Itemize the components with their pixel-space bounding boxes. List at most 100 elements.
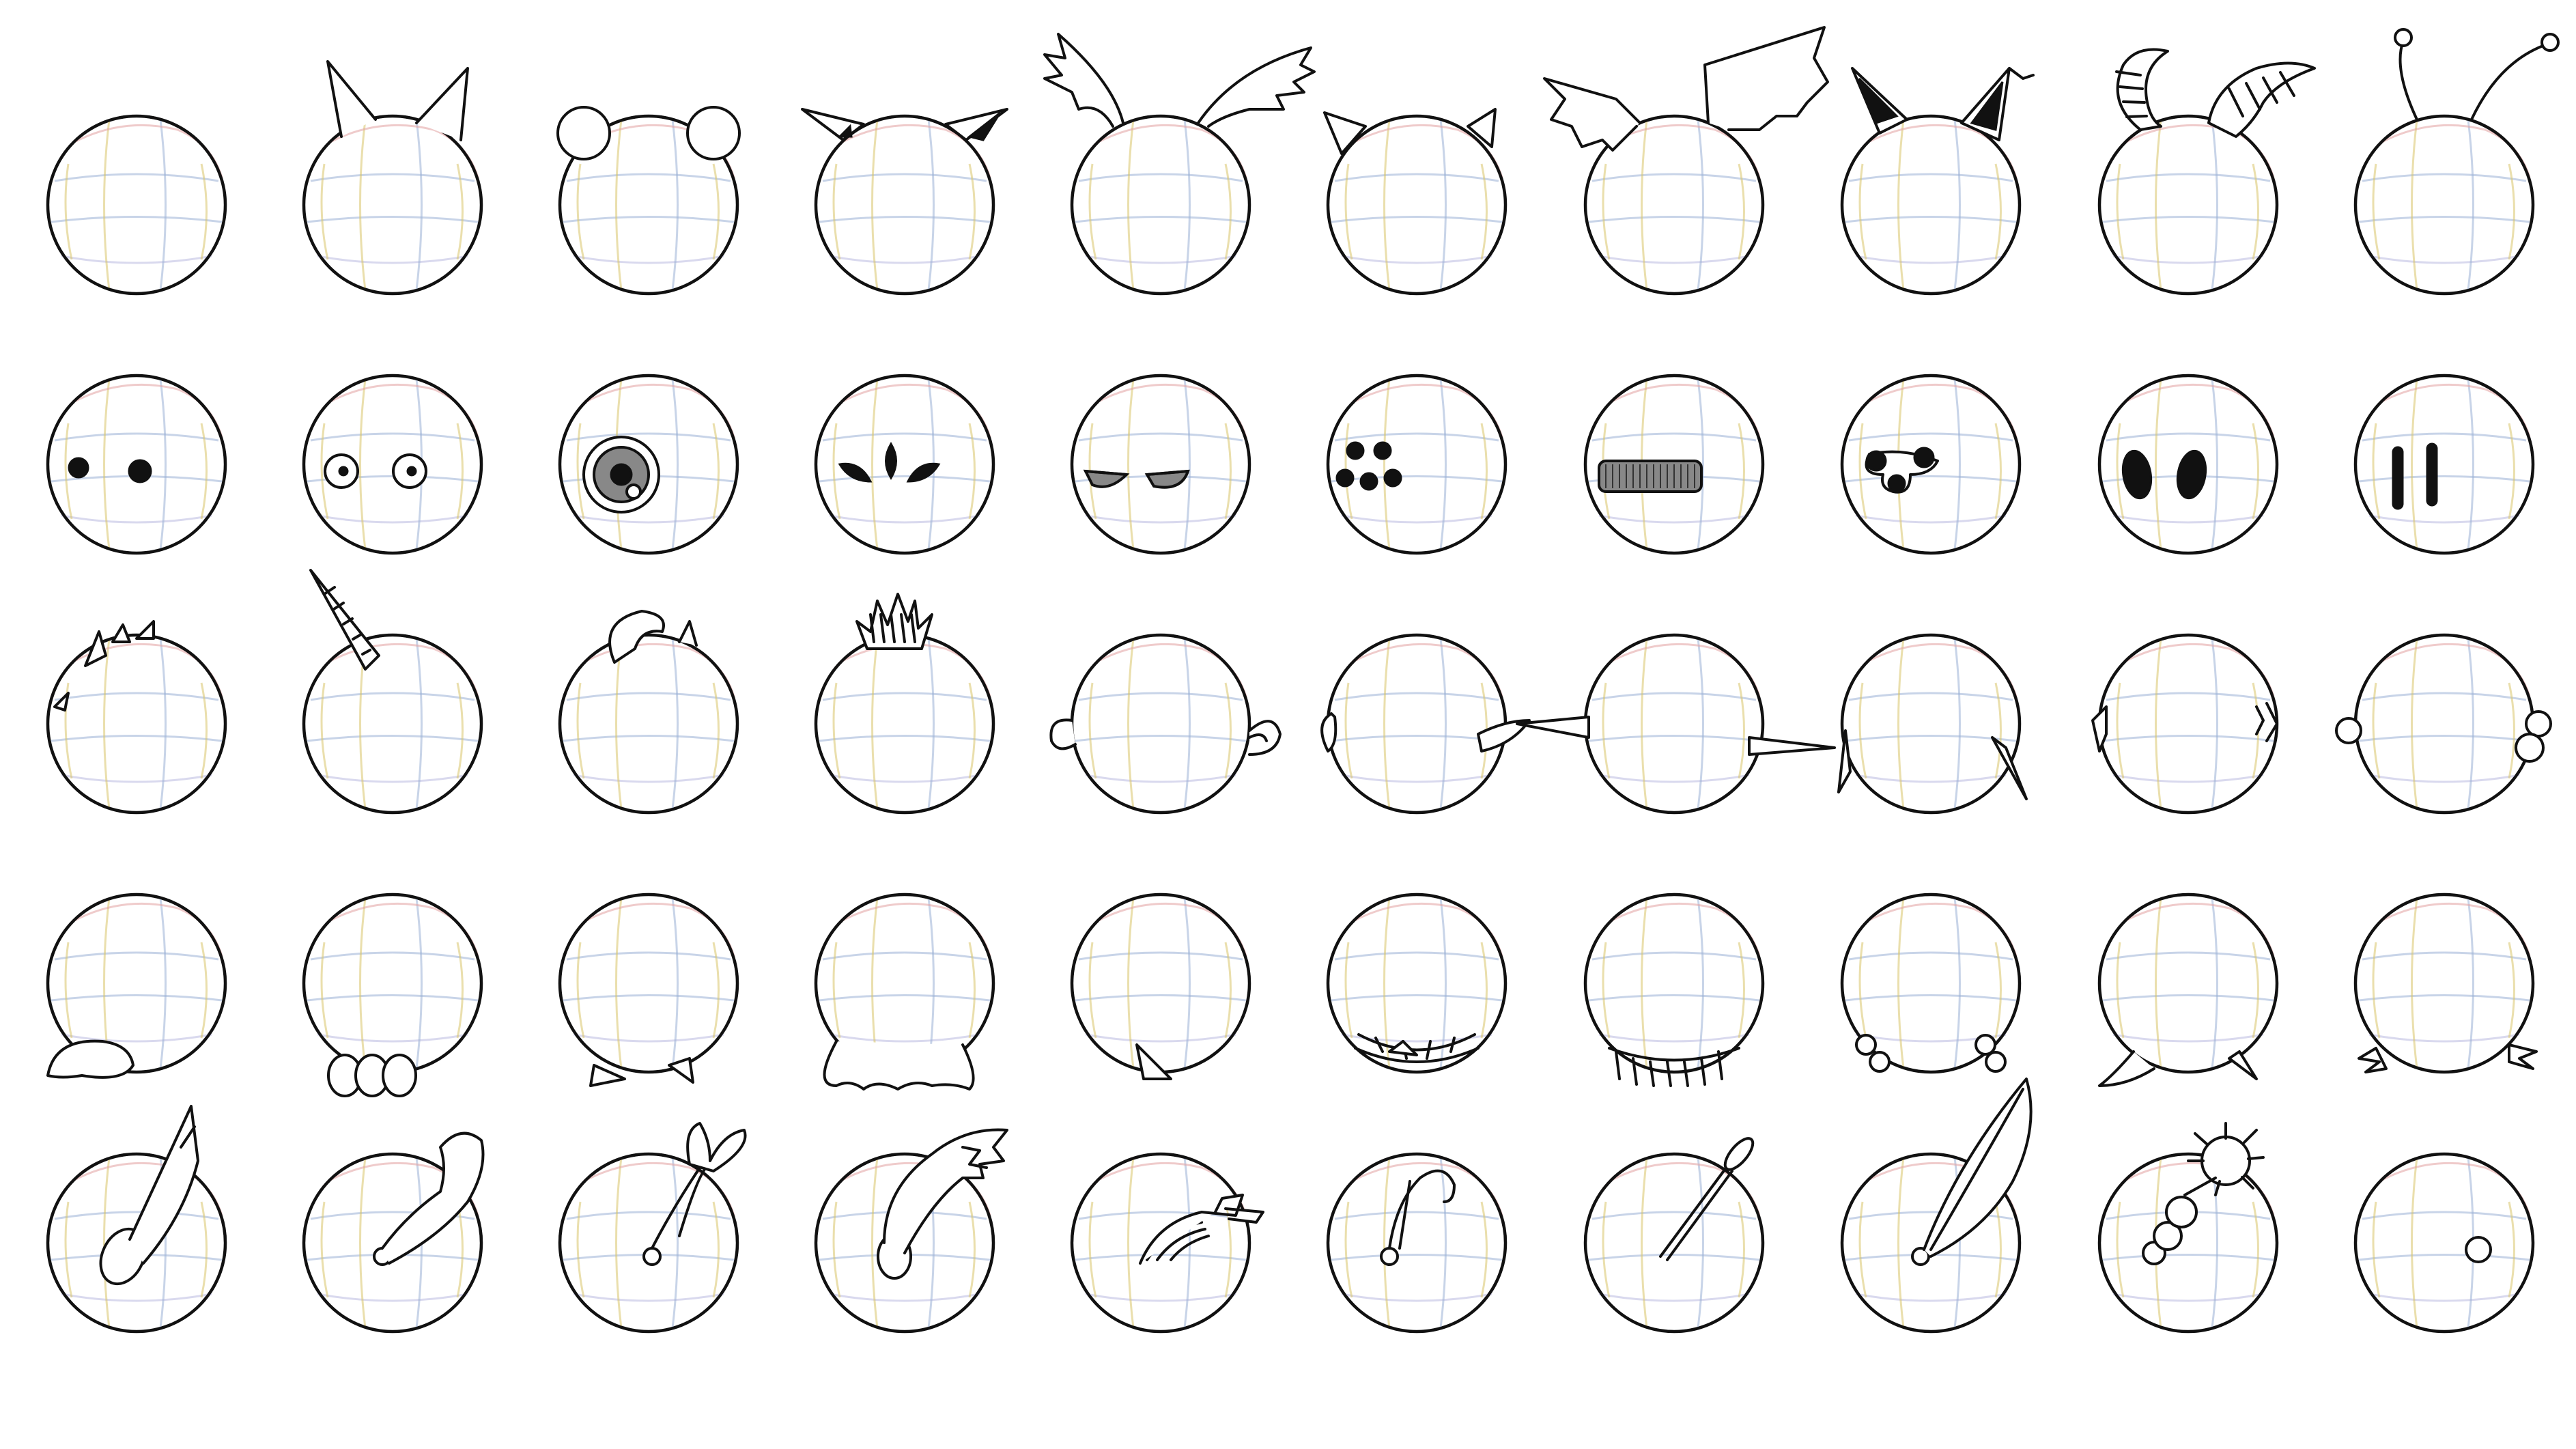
leaf-tail-icon (1911, 1078, 2033, 1266)
creature-bear-ears (556, 106, 741, 296)
sketch-grid (563, 897, 735, 1069)
dot-eyes-icon (68, 457, 152, 483)
creature-long-side-spikes (1516, 633, 1836, 815)
creature-ball-feet (1840, 892, 2022, 1074)
paddle-tail-icon (1659, 1137, 1755, 1261)
creature-toes (302, 892, 483, 1097)
creature-small-horns (1323, 108, 1508, 296)
creature-fringe-base (1583, 892, 1765, 1087)
creature-oval-eyes (2097, 374, 2279, 555)
cyclops-eye-icon (582, 436, 660, 514)
hook-tail-icon (1380, 1169, 1456, 1266)
creature-bat-wings (1543, 26, 1829, 296)
sketch-grid (2358, 119, 2531, 291)
cat-ears-icon (326, 60, 469, 141)
flat-foot-icon (46, 1039, 135, 1079)
creature-curl-tail (302, 1131, 485, 1334)
creature-bone-tail (1070, 1152, 1264, 1334)
creature-round-ears (1049, 633, 1282, 815)
curl-tail-icon (373, 1131, 485, 1266)
claw-feet-icon (2358, 1043, 2538, 1073)
creature-visor (1583, 374, 1765, 555)
small-feet-icon (589, 1057, 694, 1087)
pointed-ears-icon (801, 108, 1008, 141)
fringe-base-icon (1608, 1047, 1740, 1087)
single-claw-icon (1135, 1043, 1172, 1080)
creature-antennae (2353, 28, 2560, 296)
stalk-eyes-icon (1865, 447, 1939, 494)
sketch-grid (819, 638, 991, 810)
creature-cyclops-eye (558, 374, 739, 555)
creature-claw-feet (2353, 892, 2538, 1074)
wide-feet-icon (2098, 1050, 2258, 1087)
round-eyes-icon (324, 453, 427, 489)
toes-icon (327, 1054, 417, 1097)
creature-three-eyes (814, 374, 995, 555)
row-feet (46, 892, 2538, 1097)
fox-ears-icon (1851, 67, 2035, 141)
row-tails (46, 1078, 2535, 1334)
hair-tuft-icon (608, 610, 698, 664)
slit-eyes-icon (2392, 442, 2438, 510)
creature-pointed-ears (801, 108, 1008, 296)
creature-ram-horns (2097, 48, 2316, 296)
blob-base-icon (823, 1040, 975, 1091)
sketch-grid (2102, 119, 2275, 291)
antennae-icon (2394, 28, 2560, 121)
bat-wings-icon (1543, 26, 1829, 152)
creature-single-claw (1070, 892, 1251, 1080)
creature-heart-tail (558, 1122, 747, 1334)
creature-angry-eyes (1070, 374, 1251, 555)
sketch-grid (51, 897, 223, 1069)
mohawk-icon (855, 593, 933, 650)
visor-icon (1598, 460, 1703, 493)
fox-tail-icon (877, 1128, 1008, 1280)
creature-small-feet (558, 892, 739, 1087)
sketch-grid (1588, 119, 1761, 291)
creature-cat-ears (302, 60, 483, 296)
teeth-base-icon (1354, 1033, 1480, 1063)
creature-fox-tail (814, 1128, 1008, 1334)
creature-unicorn-horn (302, 569, 483, 815)
creature-flat-foot (46, 892, 227, 1079)
angry-eyes-icon (1083, 469, 1190, 489)
heart-tail-icon (642, 1122, 747, 1266)
nub-tail-icon (2465, 1236, 2492, 1263)
feather-wings-icon (1043, 33, 1316, 128)
bear-ears-icon (556, 106, 741, 160)
creature-grid (46, 26, 2560, 1334)
oval-eyes-icon (2121, 449, 2207, 500)
creature-mohawk (814, 593, 995, 815)
creature-wide-feet (2097, 892, 2279, 1087)
creature-teeth-base (1326, 892, 1508, 1074)
round-ears-icon (1049, 718, 1282, 756)
creature-paddle-tail (1583, 1137, 1765, 1334)
creature-spider-eyes (1326, 374, 1508, 555)
bone-tail-icon (1139, 1194, 1264, 1265)
creature-leaf-tail (1840, 1078, 2033, 1334)
creature-mace-tail (2097, 1122, 2279, 1334)
creature-fox-ears (1840, 67, 2035, 296)
creature-tusks (1837, 633, 2028, 815)
creature-none (46, 114, 227, 296)
sketch-grid (1588, 638, 1761, 810)
creature-slit-eyes (2353, 374, 2535, 555)
ram-horns-icon (2115, 48, 2316, 138)
long-side-spikes-icon (1516, 716, 1836, 756)
three-eyes-icon (838, 442, 941, 483)
tusks-icon (1837, 729, 2028, 800)
creature-cone-tail (46, 1105, 227, 1334)
creature-spikes (46, 620, 227, 815)
creature-dot-eyes (46, 374, 227, 555)
creature-blob-base (814, 892, 995, 1091)
creature-nub-tail (2353, 1152, 2535, 1334)
creature-feather-wings (1043, 33, 1316, 296)
sketch-grid (1588, 1157, 1761, 1329)
creature-side-bulbs (2335, 633, 2552, 815)
creature-hook-tail (1326, 1152, 1508, 1334)
creature-round-eyes (302, 374, 483, 555)
sketch-grid (307, 897, 479, 1069)
side-bulbs-icon (2335, 710, 2552, 763)
spikes-icon (53, 620, 155, 712)
